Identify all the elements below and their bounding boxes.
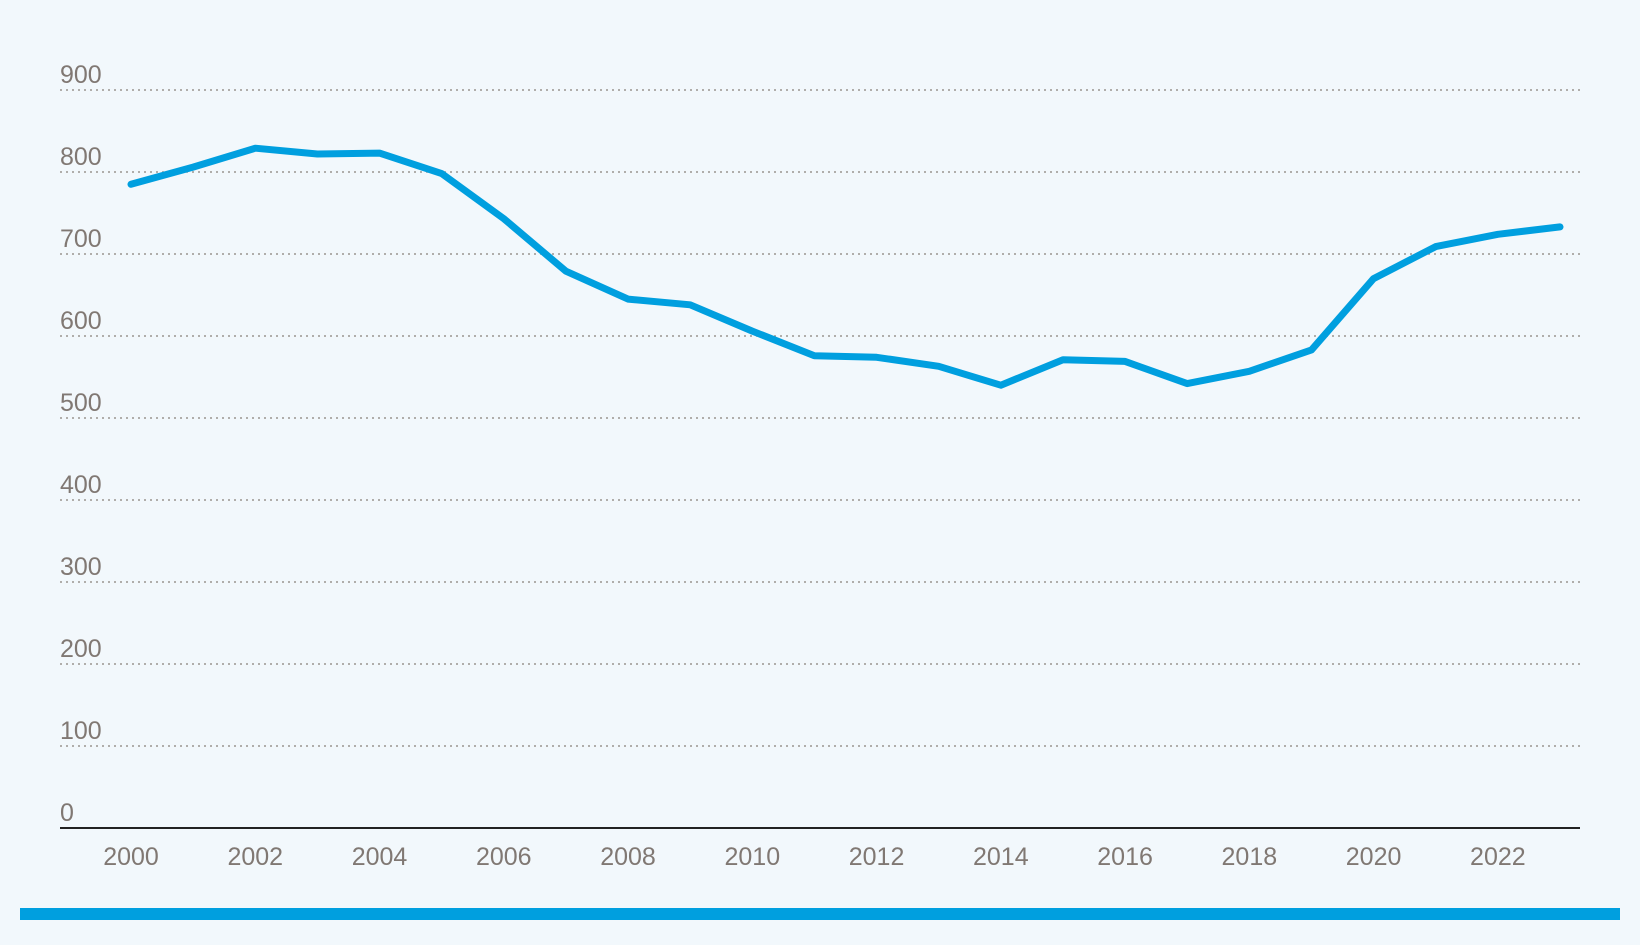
x-tick-label: 2000 — [103, 843, 159, 871]
x-tick-label: 2016 — [1097, 843, 1153, 871]
grid-lines — [60, 89, 1580, 747]
x-tick-label: 2010 — [724, 843, 780, 871]
y-tick-label: 800 — [60, 143, 102, 171]
y-tick-label: 500 — [60, 389, 102, 417]
y-tick-label: 900 — [60, 61, 102, 89]
x-tick-label: 2014 — [973, 843, 1029, 871]
x-tick-label: 2004 — [352, 843, 408, 871]
series-line-0 — [127, 144, 1564, 389]
y-tick-label: 300 — [60, 553, 102, 581]
x-tick-label: 2012 — [849, 843, 905, 871]
x-tick-label: 2018 — [1222, 843, 1278, 871]
series-lines — [127, 144, 1564, 389]
x-tick-labels: 2000 2002 2004 2006 2008 2010 2012 2014 2016 2018… — [103, 843, 1525, 871]
x-tick-label: 2022 — [1470, 843, 1526, 871]
y-tick-label: 400 — [60, 471, 102, 499]
x-tick-label: 2006 — [476, 843, 532, 871]
y-tick-label: 100 — [60, 717, 102, 745]
bottom-accent-bar — [20, 908, 1620, 920]
y-tick-label: 600 — [60, 307, 102, 335]
y-tick-label: 700 — [60, 225, 102, 253]
x-tick-label: 2002 — [227, 843, 283, 871]
y-tick-label: 200 — [60, 635, 102, 663]
y-tick-label: 0 — [60, 799, 74, 827]
x-tick-label: 2020 — [1346, 843, 1402, 871]
y-tick-labels: 0 100 200 300 400 500 600 700 800 900 — [60, 61, 102, 827]
x-tick-label: 2008 — [600, 843, 656, 871]
